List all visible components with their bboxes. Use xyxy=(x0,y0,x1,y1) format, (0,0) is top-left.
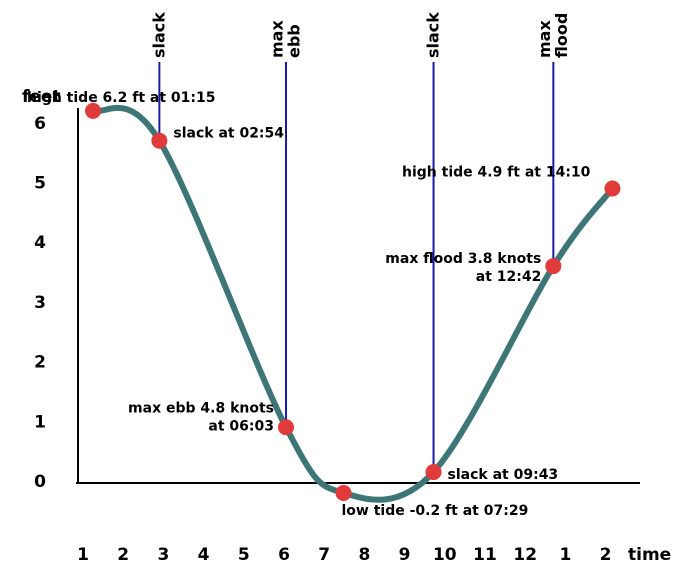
marker-label: slack xyxy=(149,12,168,58)
y-tick-label: 6 xyxy=(34,114,46,134)
x-tick-label: 1 xyxy=(559,545,571,565)
x-tick-label: 8 xyxy=(358,545,370,565)
point-label: slack at 09:43 xyxy=(448,467,559,483)
x-tick-label: 11 xyxy=(473,545,497,565)
point-label: max ebb 4.8 knots xyxy=(128,400,274,416)
marker-label: flood xyxy=(552,13,571,58)
data-point xyxy=(425,464,442,481)
marker-label: ebb xyxy=(285,24,304,58)
point-label: high tide 4.9 ft at 14:10 xyxy=(402,164,591,180)
data-point xyxy=(604,180,621,197)
y-tick-label: 3 xyxy=(34,293,46,313)
data-point xyxy=(278,419,295,436)
data-point xyxy=(335,484,352,501)
x-tick-label: 3 xyxy=(157,545,169,565)
x-tick-labels: 1 2 3 4 5 6 7 8 9 10 11 12 1 2 xyxy=(77,545,611,565)
marker-label: max xyxy=(535,20,554,58)
data-point xyxy=(85,102,102,119)
marker-label: slack xyxy=(424,12,443,58)
data-points xyxy=(85,102,621,501)
x-tick-label: 10 xyxy=(433,545,457,565)
x-tick-label: 1 xyxy=(77,545,89,565)
point-label: max flood 3.8 knots xyxy=(385,251,541,267)
y-tick-label: 0 xyxy=(34,472,46,492)
x-tick-label: 6 xyxy=(278,545,290,565)
point-label: high tide 6.2 ft at 01:15 xyxy=(27,90,215,106)
y-tick-label: 2 xyxy=(34,353,46,373)
data-point xyxy=(545,258,562,275)
x-tick-label: 7 xyxy=(318,545,330,565)
x-tick-label: 5 xyxy=(238,545,250,565)
x-tick-label: 12 xyxy=(513,545,537,565)
point-label: low tide -0.2 ft at 07:29 xyxy=(341,503,528,519)
point-label: slack at 02:54 xyxy=(173,126,284,142)
x-tick-label: 9 xyxy=(399,545,411,565)
y-tick-label: 4 xyxy=(34,233,46,253)
x-axis-label: time xyxy=(628,545,671,565)
y-tick-label: 1 xyxy=(34,412,46,432)
x-tick-label: 2 xyxy=(600,545,612,565)
point-label: at 12:42 xyxy=(476,269,542,285)
x-tick-label: 4 xyxy=(198,545,210,565)
point-label: at 06:03 xyxy=(208,418,274,434)
axes xyxy=(76,108,640,484)
data-point xyxy=(151,132,168,149)
y-axis-label: feet xyxy=(22,87,61,107)
marker-label: max xyxy=(268,20,287,58)
y-tick-labels: 0 1 2 3 4 5 6 xyxy=(34,114,46,492)
y-tick-label: 5 xyxy=(34,174,46,194)
point-labels: high tide 6.2 ft at 01:15 slack at 02:54 m… xyxy=(27,90,591,519)
x-tick-label: 2 xyxy=(117,545,129,565)
